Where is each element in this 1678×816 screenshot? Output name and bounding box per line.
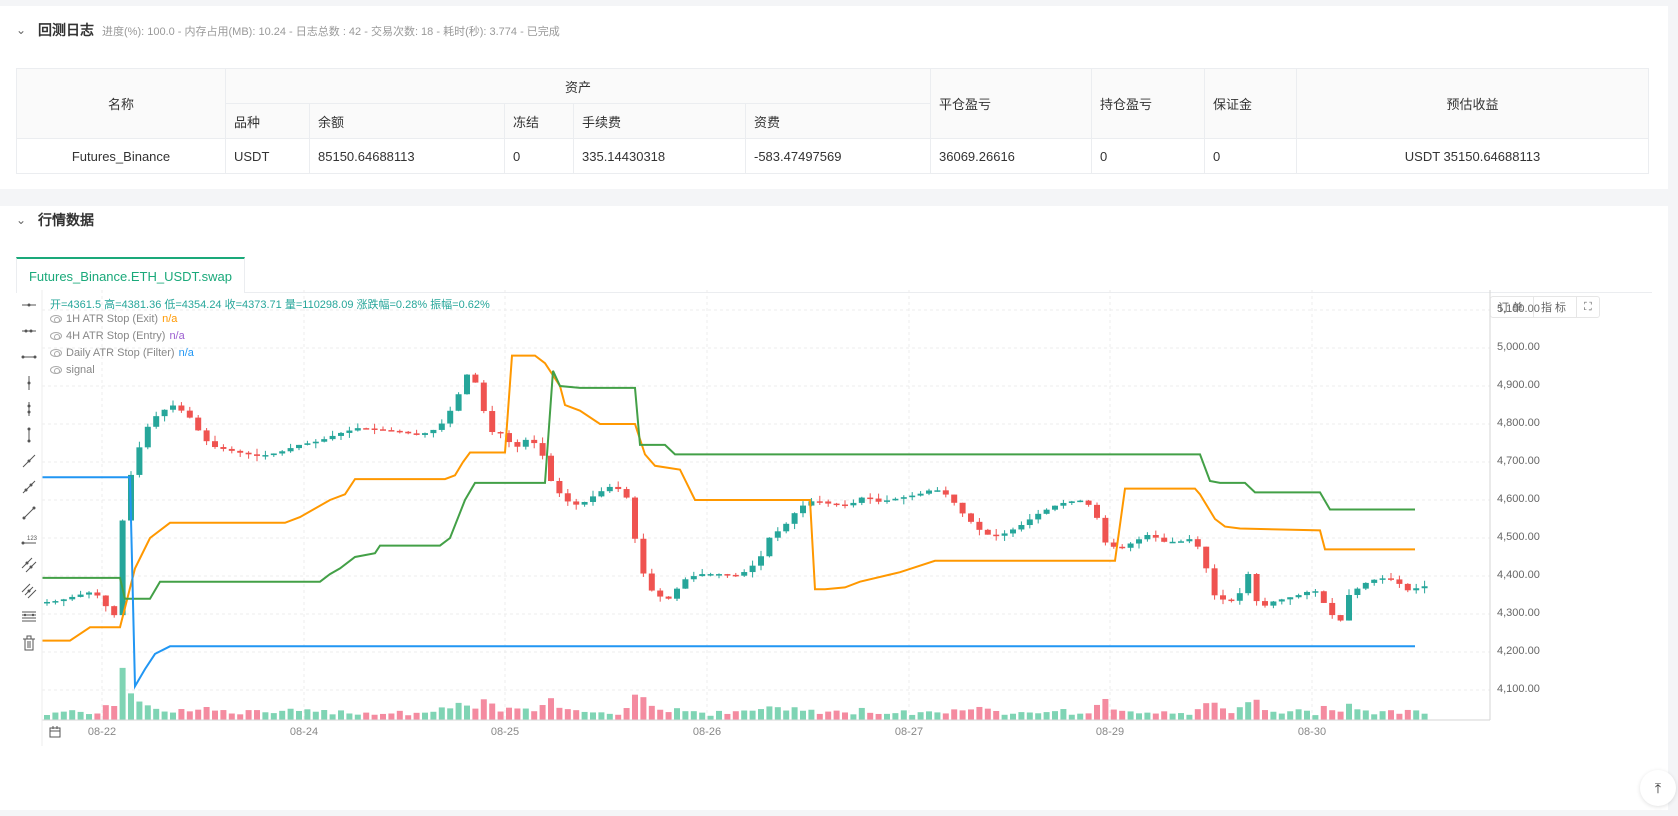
vertical-line-icon[interactable]	[16, 422, 42, 448]
orders-button[interactable]: 订单	[1491, 297, 1534, 317]
horizontal-ray-icon[interactable]	[16, 292, 42, 318]
time-tick: 08-24	[289, 726, 319, 738]
section-title: 行情数据	[38, 212, 94, 228]
backtest-log-header[interactable]: ⌄ 回测日志 进度(%): 100.0 - 内存占用(MB): 10.24 - …	[16, 20, 560, 40]
cell-name: Futures_Binance	[16, 138, 226, 174]
col-symbol: 品种	[225, 103, 310, 139]
legend-signal[interactable]: signal	[50, 364, 95, 376]
eye-icon[interactable]	[50, 315, 62, 323]
indicator-line	[42, 476, 1415, 690]
indicators-button[interactable]: 指标	[1534, 297, 1577, 317]
legend-label: 1H ATR Stop (Exit)	[66, 313, 159, 325]
col-margin: 保证金	[1204, 68, 1297, 139]
time-tick: 08-29	[1095, 726, 1125, 738]
cell-closed-pnl: 36069.26616	[930, 138, 1092, 174]
drawing-toolbar: 123	[16, 292, 42, 656]
assets-table: 名称 资产 平仓盈亏 持仓盈亏 保证金 预估收益 品种 余额 冻结 手续费 资费…	[16, 68, 1649, 174]
vertical-ray-icon[interactable]	[16, 370, 42, 396]
tab-eth-usdt-swap[interactable]: Futures_Binance.ETH_USDT.swap	[16, 257, 245, 293]
cell-balance: 85150.64688113	[309, 138, 505, 174]
eye-icon[interactable]	[50, 349, 62, 357]
calendar-icon[interactable]	[49, 725, 61, 743]
fibonacci-lines-icon[interactable]	[16, 604, 42, 630]
cell-symbol: USDT	[225, 138, 310, 174]
time-tick: 08-26	[692, 726, 722, 738]
cell-est-profit: USDT 35150.64688113	[1296, 138, 1649, 174]
fullscreen-icon[interactable]: ⛶	[1584, 300, 1592, 313]
price-chart[interactable]	[0, 206, 1668, 810]
trend-segment-icon[interactable]	[16, 474, 42, 500]
price-tick: 4,900.00	[1497, 379, 1540, 391]
section-title: 回测日志	[38, 22, 94, 38]
price-tick: 4,300.00	[1497, 607, 1540, 619]
price-tick: 4,400.00	[1497, 569, 1540, 581]
legend-value: n/a	[178, 347, 194, 359]
backtest-log-panel: ⌄ 回测日志 进度(%): 100.0 - 内存占用(MB): 10.24 - …	[0, 6, 1668, 189]
price-tick: 4,500.00	[1497, 531, 1540, 543]
symbol-tabs: Futures_Binance.ETH_USDT.swap	[16, 257, 1652, 293]
horizontal-segment-icon[interactable]	[16, 318, 42, 344]
legend-1h-atr-exit[interactable]: 1H ATR Stop (Exit) n/a	[50, 313, 177, 325]
chevron-down-icon[interactable]: ⌄	[16, 23, 27, 37]
price-tick: 4,800.00	[1497, 417, 1540, 429]
time-tick: 08-27	[894, 726, 924, 738]
indicator-line	[42, 354, 1415, 642]
legend-daily-atr-filter[interactable]: Daily ATR Stop (Filter) n/a	[50, 347, 194, 359]
market-data-header[interactable]: ⌄ 行情数据	[16, 210, 94, 230]
col-closed-pnl: 平仓盈亏	[930, 68, 1092, 139]
back-to-top-button[interactable]: ⤒	[1640, 770, 1676, 806]
indicator-line	[42, 370, 1415, 600]
cell-funding: -583.47497569	[745, 138, 931, 174]
cell-position-pnl: 0	[1091, 138, 1205, 174]
eye-icon[interactable]	[50, 366, 62, 374]
cell-frozen: 0	[504, 138, 574, 174]
legend-label: 4H ATR Stop (Entry)	[66, 330, 166, 342]
vertical-segment-icon[interactable]	[16, 396, 42, 422]
backtest-status: 进度(%): 100.0 - 内存占用(MB): 10.24 - 日志总数 : …	[102, 26, 560, 38]
col-balance: 余额	[309, 103, 505, 139]
price-tick: 4,200.00	[1497, 645, 1540, 657]
time-tick: 08-25	[490, 726, 520, 738]
col-funding: 资费	[745, 103, 931, 139]
ohlc-readout: 开=4361.5 高=4381.36 低=4354.24 收=4373.71 量…	[50, 299, 490, 311]
table-row: Futures_Binance USDT 85150.64688113 0 33…	[16, 138, 1649, 174]
horizontal-line-icon[interactable]	[16, 344, 42, 370]
trend-ray-icon[interactable]	[16, 448, 42, 474]
trash-icon[interactable]	[16, 630, 42, 656]
fibonacci-channel-icon[interactable]	[16, 578, 42, 604]
price-tick: 4,100.00	[1497, 683, 1540, 695]
price-tick: 5,000.00	[1497, 341, 1540, 353]
legend-value: n/a	[169, 330, 185, 342]
legend-label: Daily ATR Stop (Filter)	[66, 347, 175, 359]
eye-icon[interactable]	[50, 332, 62, 340]
legend-4h-atr-entry[interactable]: 4H ATR Stop (Entry) n/a	[50, 330, 185, 342]
col-fee: 手续费	[573, 103, 746, 139]
svg-text:123: 123	[27, 536, 37, 542]
price-tick: 4,700.00	[1497, 455, 1540, 467]
time-tick: 08-30	[1297, 726, 1327, 738]
market-data-panel: ⌄ 行情数据 Futures_Binance.ETH_USDT.swap 123…	[0, 206, 1668, 810]
price-tick: 4,600.00	[1497, 493, 1540, 505]
col-position-pnl: 持仓盈亏	[1091, 68, 1205, 139]
legend-label: signal	[66, 364, 95, 376]
legend-value: n/a	[162, 313, 178, 325]
col-name: 名称	[16, 68, 226, 139]
price-label-icon[interactable]: 123	[16, 526, 42, 552]
parallel-channel-icon[interactable]	[16, 552, 42, 578]
col-frozen: 冻结	[504, 103, 574, 139]
chart-controls: 订单 指标 ⛶	[1490, 296, 1600, 318]
time-tick: 08-22	[87, 726, 117, 738]
col-est-profit: 预估收益	[1296, 68, 1649, 139]
trend-line-icon[interactable]	[16, 500, 42, 526]
col-assets-group: 资产	[225, 68, 931, 104]
price-tick: 5,100.00	[1497, 303, 1540, 315]
chevron-down-icon[interactable]: ⌄	[16, 213, 27, 227]
cell-margin: 0	[1204, 138, 1297, 174]
cell-fee: 335.14430318	[573, 138, 746, 174]
